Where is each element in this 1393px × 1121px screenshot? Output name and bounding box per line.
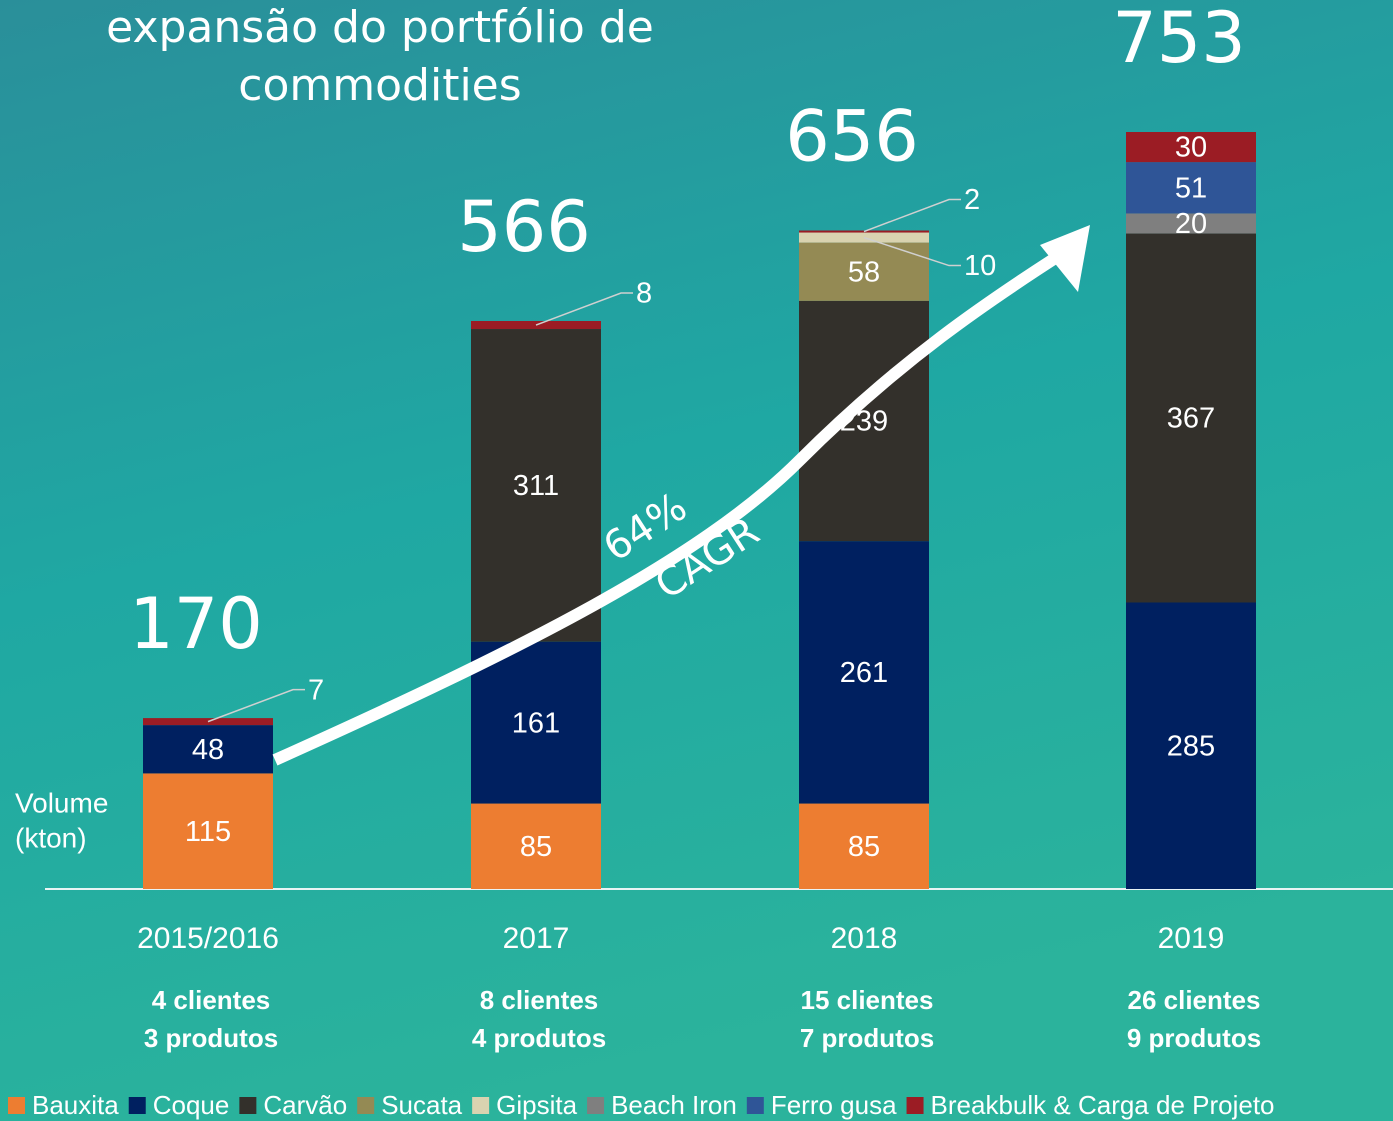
legend-swatch bbox=[8, 1097, 25, 1114]
bar-segment bbox=[1126, 233, 1256, 603]
legend-swatch bbox=[587, 1097, 605, 1114]
bar-segment bbox=[1126, 602, 1256, 889]
legend-label: Bauxita bbox=[32, 1090, 119, 1120]
legend-label: Sucata bbox=[381, 1090, 462, 1120]
legend-swatch bbox=[746, 1097, 764, 1114]
axis-label: Volume bbox=[15, 787, 108, 818]
note: 7 produtos bbox=[800, 1023, 934, 1053]
note: 4 produtos bbox=[472, 1023, 606, 1053]
legend-label: Carvão bbox=[263, 1090, 347, 1120]
data-label: 2 bbox=[964, 184, 980, 216]
data-label: 85 bbox=[848, 831, 880, 863]
x-tick-label: 2019 bbox=[1158, 922, 1225, 955]
bar-segment bbox=[799, 541, 929, 804]
data-label: 10 bbox=[964, 250, 996, 282]
note: 4 clientes bbox=[152, 985, 271, 1015]
bar-segment bbox=[1126, 213, 1256, 234]
leader-line bbox=[863, 236, 961, 267]
chart-title: commodities bbox=[238, 60, 521, 111]
data-label: 20 bbox=[1175, 208, 1207, 240]
bar-segment bbox=[471, 329, 601, 642]
note: 3 produtos bbox=[144, 1023, 278, 1053]
total-label: 753 bbox=[1112, 0, 1246, 79]
data-label: 285 bbox=[1167, 730, 1215, 762]
bar-segment bbox=[799, 300, 929, 542]
cagr-arrow bbox=[272, 249, 1064, 766]
total-label: 566 bbox=[457, 186, 591, 268]
data-label: 85 bbox=[520, 831, 552, 863]
bar-segment bbox=[143, 773, 273, 889]
data-label: 115 bbox=[185, 816, 231, 848]
legend-label: Gipsita bbox=[496, 1090, 577, 1120]
data-label: 30 bbox=[1175, 132, 1207, 164]
leader-line bbox=[207, 688, 305, 723]
legend-label: Beach Iron bbox=[611, 1090, 737, 1120]
leader-line bbox=[863, 198, 961, 233]
total-label: 170 bbox=[129, 583, 263, 665]
bar-segment bbox=[799, 803, 929, 889]
bar-segment bbox=[471, 641, 601, 804]
cagr-arrowhead bbox=[1040, 225, 1090, 292]
axis-label: (kton) bbox=[15, 822, 87, 853]
bar-segment bbox=[1126, 162, 1256, 214]
x-tick-label: 2017 bbox=[503, 922, 570, 955]
legend-swatch bbox=[906, 1097, 924, 1114]
legend-label: Breakbulk & Carga de Projeto bbox=[931, 1090, 1275, 1120]
data-label: 48 bbox=[192, 734, 224, 766]
legend-label: Ferro gusa bbox=[771, 1090, 897, 1120]
data-label: 8 bbox=[636, 278, 652, 310]
data-label: 51 bbox=[1175, 172, 1207, 204]
x-tick-label: 2018 bbox=[831, 922, 898, 955]
data-label: 261 bbox=[840, 657, 888, 689]
note: 9 produtos bbox=[1127, 1023, 1261, 1053]
bar-segment bbox=[1126, 132, 1256, 163]
chart-title: expansão do portfólio de bbox=[106, 2, 654, 53]
legend-label: Coque bbox=[153, 1090, 230, 1120]
note: 15 clientes bbox=[801, 985, 934, 1015]
bar-segment bbox=[143, 725, 273, 774]
data-label: 161 bbox=[512, 707, 560, 739]
legend-swatch bbox=[472, 1097, 490, 1114]
bar-segment bbox=[471, 803, 601, 889]
legend-swatch bbox=[239, 1097, 257, 1114]
legend-swatch bbox=[128, 1097, 146, 1114]
data-label: 367 bbox=[1167, 403, 1215, 435]
total-label: 656 bbox=[785, 96, 919, 178]
x-tick-label: 2015/2016 bbox=[137, 922, 279, 955]
data-label: 58 bbox=[848, 256, 880, 288]
data-label: 311 bbox=[513, 470, 559, 502]
leader-line bbox=[535, 292, 633, 326]
legend-swatch bbox=[357, 1097, 375, 1114]
data-label: 7 bbox=[308, 674, 324, 706]
note: 26 clientes bbox=[1128, 985, 1261, 1015]
note: 8 clientes bbox=[480, 985, 599, 1015]
